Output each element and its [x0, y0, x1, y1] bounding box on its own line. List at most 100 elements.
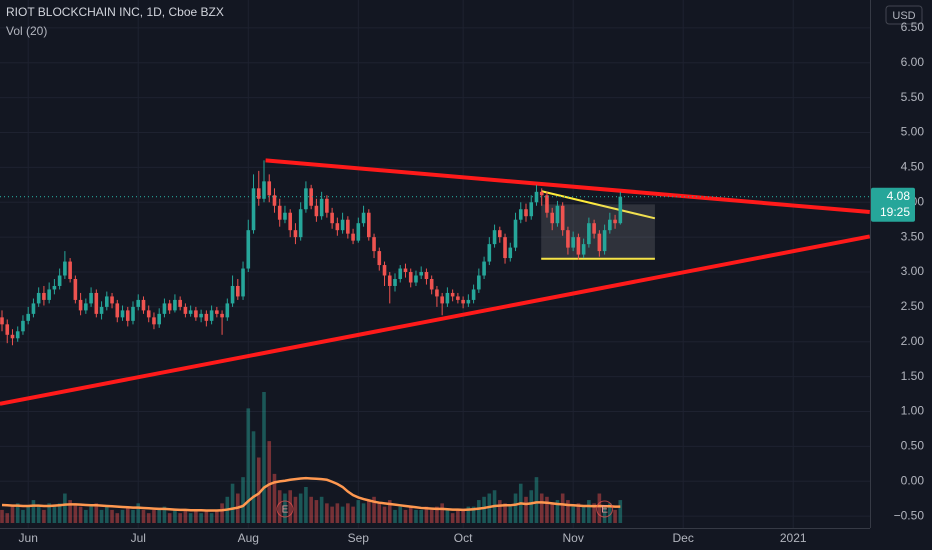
candle-body: [403, 268, 408, 273]
candle-body: [36, 292, 41, 304]
volume-bar: [36, 506, 41, 523]
y-tick-label: 2.50: [901, 299, 925, 313]
candle-body: [597, 233, 602, 252]
candle-body: [146, 310, 151, 318]
candle-body: [387, 275, 392, 286]
candle-body: [26, 313, 30, 321]
candle-body: [42, 292, 46, 300]
volume-bar: [330, 506, 334, 523]
trend-line: [540, 190, 656, 220]
volume-bar: [351, 506, 355, 523]
volume-bar: [456, 509, 460, 523]
candle-body: [372, 237, 376, 252]
volume-bar: [503, 503, 507, 523]
volume-bar: [157, 509, 161, 523]
candle-body: [335, 223, 340, 231]
candle-body: [167, 303, 172, 311]
volume-bar: [555, 500, 560, 523]
candle-body: [178, 299, 182, 307]
volume-bar: [246, 408, 251, 523]
volume-bar: [173, 509, 177, 523]
y-tick-label: 0.00: [901, 473, 925, 487]
volume-bar: [78, 506, 83, 523]
volume-bar: [387, 500, 392, 523]
candle-body: [419, 272, 423, 276]
candle-body: [272, 195, 277, 206]
candle-body: [550, 212, 554, 224]
volume-bar: [21, 509, 25, 523]
volume-bar: [408, 506, 413, 523]
volume-bar: [215, 509, 219, 523]
candle-body: [188, 310, 193, 314]
volume-bar: [356, 500, 361, 523]
volume-bar: [403, 509, 408, 523]
candle-body: [52, 285, 57, 290]
x-tick-label: Jul: [131, 531, 146, 545]
volume-bar: [162, 506, 167, 523]
volume-bar: [42, 509, 46, 523]
volume-bar: [608, 503, 612, 523]
volume-bar: [267, 441, 272, 523]
volume-bar: [178, 513, 182, 523]
earnings-label: E: [601, 505, 608, 516]
candle-body: [136, 299, 141, 307]
volume-bar: [319, 496, 324, 523]
candle-body: [99, 306, 104, 314]
volume-bar: [283, 493, 287, 523]
currency-box[interactable]: [885, 5, 923, 25]
x-tick-label: Aug: [238, 531, 259, 545]
volume-bar: [382, 506, 387, 523]
candle-body: [173, 299, 177, 311]
chart-title: RIOT BLOCKCHAIN INC, 1D, Cboe BZX: [6, 5, 224, 19]
y-tick-label: 4.50: [901, 160, 925, 174]
volume-bar: [251, 431, 256, 523]
candle-body: [508, 247, 513, 259]
candle-body: [513, 219, 518, 248]
volume-bar: [393, 509, 397, 523]
candle-body: [288, 212, 292, 231]
volume-bar: [47, 503, 51, 523]
y-tick-label: 3.50: [901, 229, 925, 243]
candle-body: [120, 310, 125, 318]
candle-body: [351, 233, 355, 241]
volume-bar: [288, 490, 292, 523]
volume-bar: [566, 500, 570, 523]
candle-body: [204, 313, 209, 321]
volume-bar: [230, 483, 235, 523]
candle-body: [63, 261, 67, 276]
volume-bar: [0, 509, 4, 523]
candle-body: [393, 278, 397, 286]
volume-bar: [461, 509, 465, 523]
candle-body: [309, 188, 313, 206]
volume-bar: [602, 506, 607, 523]
candle-body: [450, 292, 455, 297]
candle-body: [298, 209, 303, 238]
volume-bar: [445, 509, 450, 523]
y-tick-label: 2.00: [901, 334, 925, 348]
candle-body: [482, 261, 486, 276]
currency[interactable]: USD: [892, 10, 915, 22]
candle-body: [131, 306, 135, 321]
volume-bar: [377, 503, 382, 523]
candle-body: [398, 268, 403, 279]
candle-body: [503, 237, 507, 259]
candle-body: [236, 285, 240, 297]
candle-body: [47, 289, 51, 300]
candle-body: [293, 230, 298, 238]
volume-bar: [398, 506, 403, 523]
candle-body: [194, 310, 198, 318]
candle-body: [21, 320, 25, 332]
candle-body: [10, 334, 15, 339]
volume-bar: [84, 509, 88, 523]
candle-body: [283, 212, 287, 220]
volume-bar: [256, 457, 261, 523]
candle-body: [408, 272, 413, 283]
volume-bar: [534, 477, 539, 523]
volume-bar: [57, 503, 62, 523]
candle-body: [518, 209, 523, 220]
volume-bar: [424, 506, 429, 523]
trend-line: [265, 158, 870, 215]
candle-body: [477, 275, 481, 290]
volume-bar: [99, 509, 104, 523]
